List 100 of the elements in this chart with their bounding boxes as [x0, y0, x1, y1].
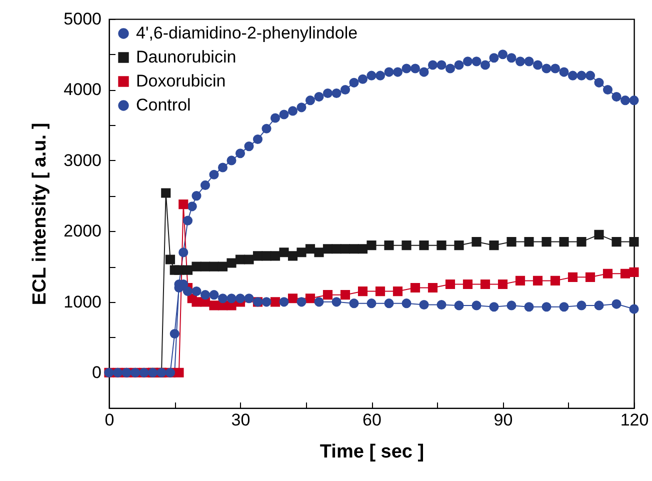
y-tick-label: 5000: [64, 10, 102, 28]
point: [489, 302, 499, 312]
point: [568, 272, 578, 282]
point: [532, 276, 543, 286]
point: [192, 297, 202, 307]
point: [314, 297, 324, 307]
point: [559, 302, 569, 312]
x-tick-label: 60: [362, 410, 382, 430]
point: [296, 297, 306, 307]
point: [375, 70, 386, 80]
point: [244, 254, 254, 264]
point: [332, 88, 342, 98]
point: [454, 60, 464, 70]
point: [550, 276, 560, 286]
point: [559, 237, 569, 247]
point: [436, 300, 446, 310]
point: [226, 258, 236, 268]
point: [252, 134, 263, 144]
point: [270, 297, 280, 307]
point: [472, 300, 482, 310]
point: [200, 290, 210, 300]
point: [305, 294, 316, 304]
point: [182, 286, 193, 296]
point: [279, 297, 289, 307]
point: [454, 240, 464, 250]
point: [436, 60, 446, 70]
point: [226, 294, 236, 304]
point: [462, 56, 473, 66]
point: [489, 240, 499, 250]
y-tick-label: 1000: [64, 292, 102, 312]
point: [314, 92, 324, 102]
point: [585, 272, 596, 282]
point: [288, 251, 298, 261]
point: [594, 300, 604, 310]
point: [428, 60, 438, 70]
point: [165, 254, 176, 264]
point: [288, 106, 298, 116]
point: [279, 248, 289, 258]
point: [218, 262, 228, 272]
x-tick-label: 120: [620, 410, 649, 430]
point: [235, 148, 246, 158]
x-tick-label: 0: [104, 410, 114, 430]
point: [576, 237, 586, 247]
point: [288, 294, 298, 304]
point: [515, 56, 526, 66]
point: [349, 78, 359, 88]
point: [489, 53, 499, 63]
point: [262, 297, 272, 307]
point: [244, 294, 254, 304]
point: [620, 268, 630, 278]
point: [532, 60, 543, 70]
point: [542, 302, 552, 312]
point: [576, 300, 586, 310]
point: [235, 294, 246, 304]
point: [192, 262, 202, 272]
point: [358, 244, 368, 254]
point: [279, 110, 289, 120]
point: [568, 70, 578, 80]
point: [366, 240, 376, 250]
point: [498, 279, 508, 290]
y-tick-label: 2000: [64, 222, 102, 241]
point: [375, 286, 386, 296]
point: [305, 96, 316, 106]
point: [174, 265, 184, 275]
point: [542, 64, 552, 74]
point: [332, 244, 342, 254]
point: [594, 78, 604, 88]
point: [174, 368, 184, 378]
point: [170, 328, 180, 339]
point: [498, 50, 508, 60]
point: [270, 113, 280, 123]
point: [594, 230, 604, 240]
point: [209, 262, 219, 272]
point: [506, 300, 516, 310]
point: [314, 248, 324, 258]
point: [384, 298, 394, 308]
point: [262, 124, 272, 134]
point: [192, 191, 202, 201]
point: [542, 237, 552, 247]
point: [358, 74, 368, 84]
point: [161, 188, 171, 198]
point: [506, 53, 516, 63]
point: [262, 251, 272, 261]
point: [550, 64, 560, 74]
point: [244, 142, 254, 152]
point: [602, 84, 613, 94]
point: [209, 300, 219, 310]
point: [209, 290, 219, 300]
point: [515, 276, 526, 286]
point: [178, 248, 188, 258]
point: [340, 290, 350, 300]
point: [218, 162, 228, 172]
point: [332, 297, 342, 307]
point: [445, 279, 456, 290]
point: [524, 56, 534, 66]
point: [192, 286, 202, 296]
point: [445, 64, 456, 74]
point: [296, 248, 306, 258]
point: [340, 84, 350, 94]
point: [384, 240, 394, 250]
